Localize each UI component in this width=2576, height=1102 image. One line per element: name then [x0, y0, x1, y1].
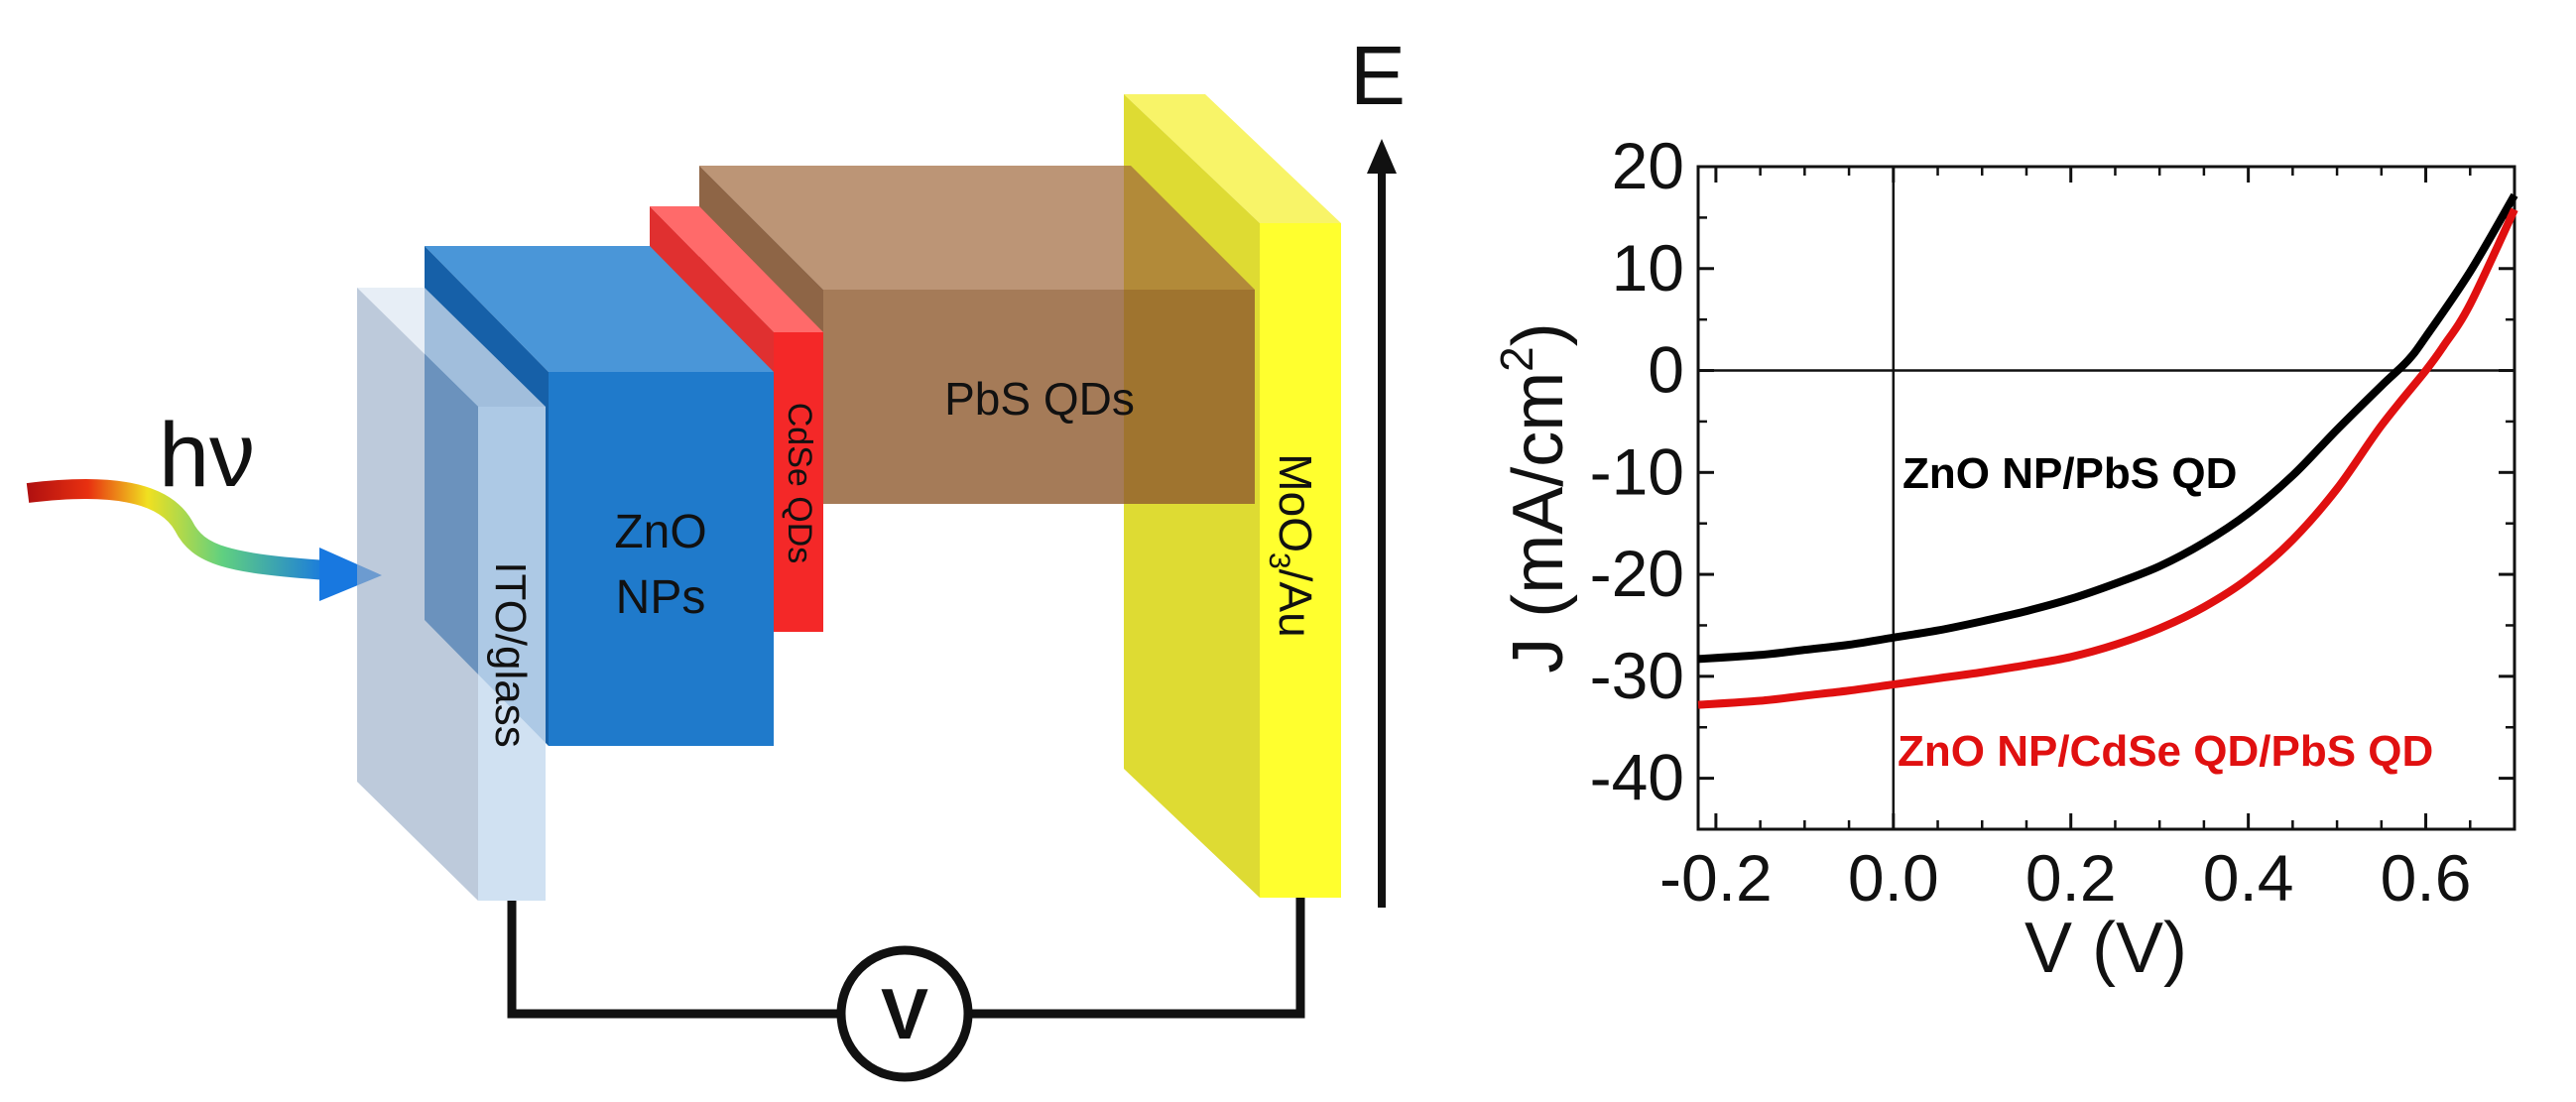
light-arrow-head — [319, 548, 382, 601]
series-line-zno-cdse-pbs — [1697, 207, 2518, 709]
energy-label: E — [1350, 29, 1406, 122]
moo3-front-face — [1260, 223, 1341, 898]
ito-top-face — [357, 288, 546, 407]
moo3-label-prefix: MoO — [1270, 453, 1321, 552]
y-axis-title: J (mA/cm2) — [1491, 322, 1578, 673]
y-tick-label: 20 — [1612, 129, 1684, 202]
plot-frame — [1696, 165, 2516, 831]
circuit: V — [507, 898, 1305, 1082]
ito-front-face — [478, 407, 546, 901]
y-tick-label: -10 — [1590, 434, 1684, 508]
series-lines — [1697, 192, 2518, 709]
cdse-top-face — [650, 206, 823, 332]
zno-front-face — [549, 372, 774, 746]
pbs-front-face — [823, 290, 1255, 504]
y-tick-label: -30 — [1590, 639, 1684, 712]
pbs-label: PbS QDs — [944, 373, 1135, 425]
device-diagram: hν Pb — [26, 29, 1406, 1082]
zno-top-face — [425, 246, 774, 372]
circuit-wire-right — [968, 898, 1305, 1019]
y-axis-title-prefix: J (mA/cm — [1499, 372, 1578, 673]
y-axis-title-suffix: ) — [1499, 322, 1578, 346]
light-arrow — [26, 479, 382, 601]
voltmeter-circle — [836, 945, 973, 1082]
cdse-label: CdSe QDs — [781, 403, 818, 564]
photon-label: hν — [159, 405, 255, 506]
zno-label-line2: NPs — [616, 571, 706, 624]
y-axis-title-superscript: 2 — [1491, 346, 1542, 372]
ito-side-face — [357, 288, 478, 901]
moo3-top-face — [1124, 94, 1341, 223]
x-tick-label: 0.6 — [2381, 841, 2472, 915]
circuit-wire-left — [507, 901, 841, 1019]
y-tick-label: 10 — [1612, 231, 1684, 305]
moo3-label: MoO3/Au — [1263, 453, 1321, 637]
x-tick-label: -0.2 — [1659, 841, 1773, 915]
ito-label: ITO/glass — [486, 561, 535, 747]
energy-axis-arrowhead — [1367, 139, 1397, 174]
series-label-zno-pbs: ZnO NP/PbS QD — [1902, 449, 2237, 498]
axis-tick-labels: -0.2 0.0 0.2 0.4 0.6 20 10 0 -10 -20 -30 -40 — [1590, 129, 2472, 915]
light-arrow-body — [26, 479, 328, 580]
ito-layer — [357, 288, 546, 901]
y-tick-label: 0 — [1648, 333, 1684, 407]
x-tick-label: 0.2 — [2025, 841, 2117, 915]
moo3-label-suffix: /Au — [1270, 569, 1321, 638]
series-label-zno-cdse-pbs: ZnO NP/CdSe QD/PbS QD — [1898, 727, 2433, 776]
voltmeter-label: V — [881, 975, 928, 1054]
x-tick-label: 0.4 — [2203, 841, 2294, 915]
series-line-zno-pbs — [1697, 192, 2518, 664]
zno-label-line1: ZnO — [614, 506, 706, 558]
x-axis-title: V (V) — [2024, 909, 2187, 988]
y-tick-label: -20 — [1590, 537, 1684, 610]
energy-axis: E — [1350, 29, 1406, 908]
moo3-label-subscript: 3 — [1263, 552, 1295, 569]
cdse-front-face — [774, 332, 823, 632]
x-tick-label: 0.0 — [1848, 841, 1939, 915]
y-tick-label: -40 — [1590, 741, 1684, 814]
pbs-top-face — [699, 166, 1255, 290]
